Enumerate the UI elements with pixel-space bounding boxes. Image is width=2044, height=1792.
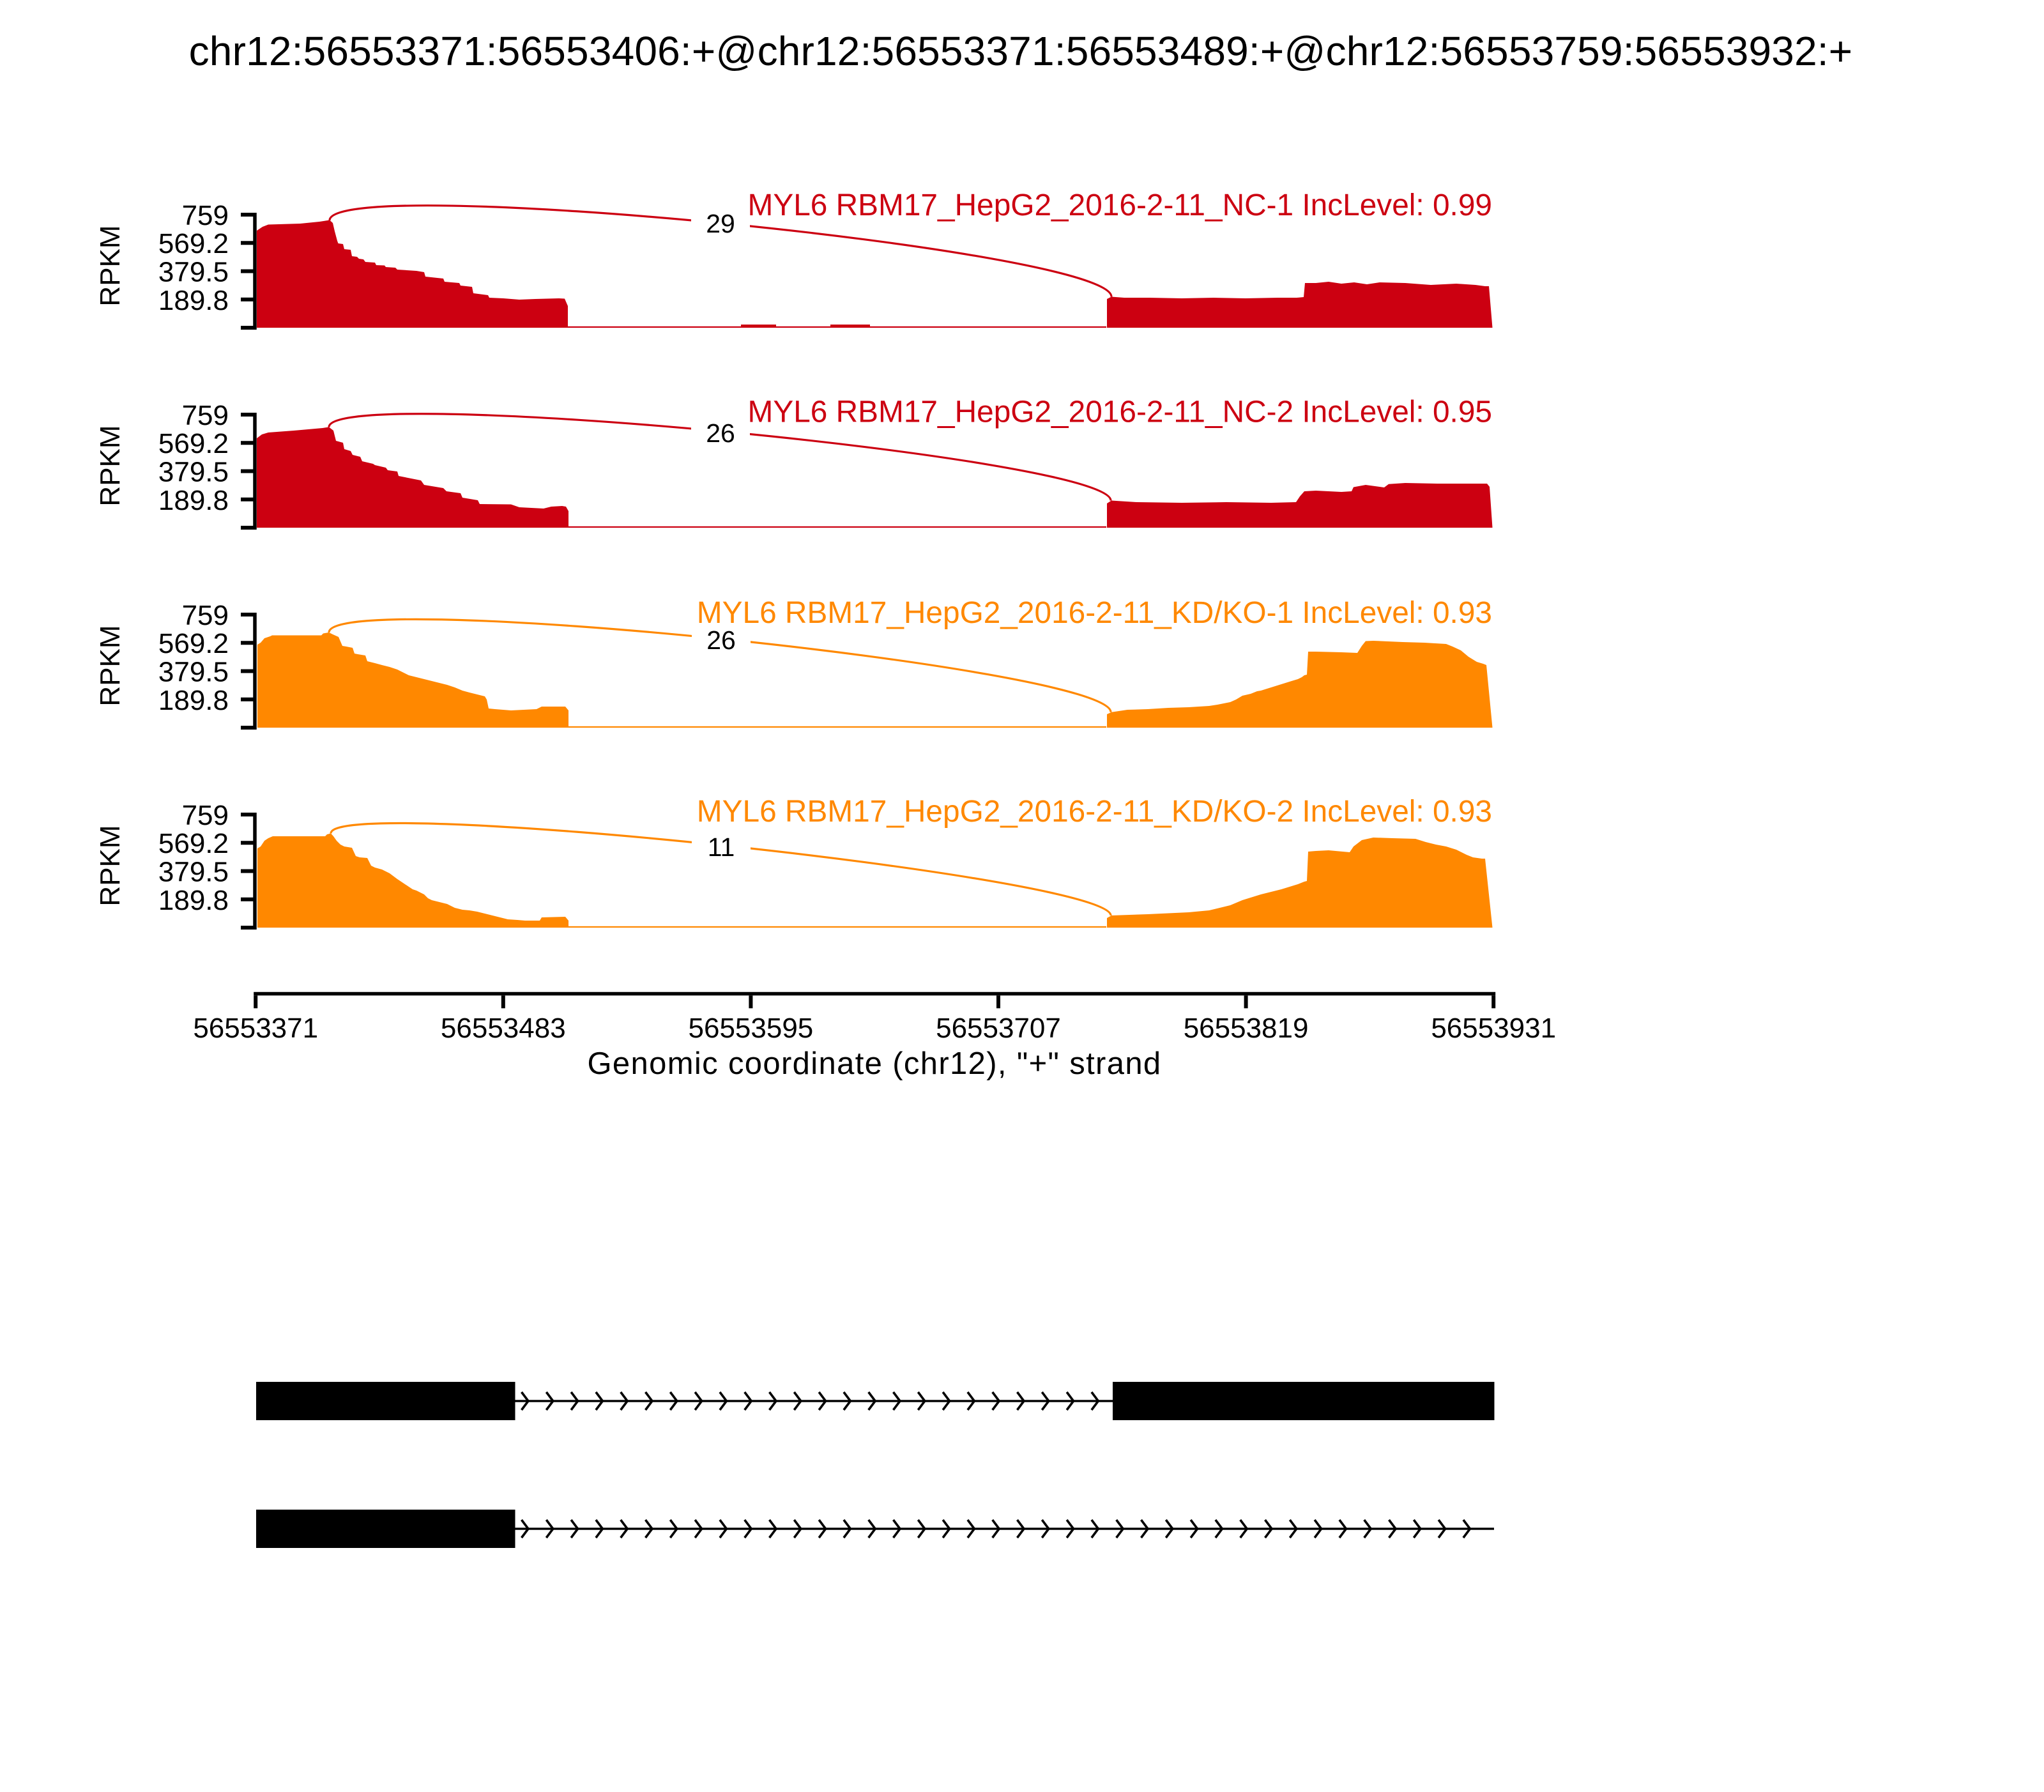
svg-text:26: 26 [706, 625, 736, 655]
svg-text:MYL6 RBM17_HepG2_2016-2-11_NC-: MYL6 RBM17_HepG2_2016-2-11_NC-2 IncLevel… [748, 395, 1493, 429]
svg-text:RPKM: RPKM [95, 625, 126, 706]
svg-text:189.8: 189.8 [158, 885, 229, 916]
svg-text:379.5: 379.5 [158, 657, 229, 688]
svg-text:189.8: 189.8 [158, 685, 229, 716]
svg-text:56553707: 56553707 [936, 1013, 1061, 1044]
svg-text:MYL6 RBM17_HepG2_2016-2-11_KD/: MYL6 RBM17_HepG2_2016-2-11_KD/KO-1 IncLe… [697, 596, 1492, 630]
svg-text:26: 26 [706, 418, 735, 448]
svg-text:379.5: 379.5 [158, 857, 229, 888]
svg-text:759: 759 [182, 200, 229, 231]
svg-text:189.8: 189.8 [158, 485, 229, 516]
svg-text:MYL6 RBM17_HepG2_2016-2-11_NC-: MYL6 RBM17_HepG2_2016-2-11_NC-1 IncLevel… [748, 188, 1493, 222]
svg-text:379.5: 379.5 [158, 257, 229, 288]
svg-text:379.5: 379.5 [158, 457, 229, 488]
svg-text:759: 759 [182, 400, 229, 431]
svg-text:569.2: 569.2 [158, 228, 229, 259]
svg-text:RPKM: RPKM [95, 825, 126, 906]
svg-text:Genomic coordinate (chr12), "+: Genomic coordinate (chr12), "+" strand [587, 1046, 1161, 1081]
svg-text:56553371: 56553371 [193, 1013, 318, 1044]
svg-text:56553819: 56553819 [1184, 1013, 1309, 1044]
svg-text:56553931: 56553931 [1431, 1013, 1556, 1044]
svg-text:569.2: 569.2 [158, 428, 229, 459]
svg-text:MYL6 RBM17_HepG2_2016-2-11_KD/: MYL6 RBM17_HepG2_2016-2-11_KD/KO-2 IncLe… [697, 795, 1492, 829]
svg-text:759: 759 [182, 800, 229, 831]
svg-text:chr12:56553371:56553406:+@chr1: chr12:56553371:56553406:+@chr12:56553371… [189, 28, 1853, 74]
svg-text:189.8: 189.8 [158, 285, 229, 316]
svg-text:11: 11 [708, 832, 735, 862]
svg-text:29: 29 [706, 209, 735, 238]
svg-text:569.2: 569.2 [158, 828, 229, 859]
svg-text:56553483: 56553483 [441, 1013, 566, 1044]
svg-text:RPKM: RPKM [95, 225, 126, 306]
svg-text:RPKM: RPKM [95, 425, 126, 506]
svg-text:759: 759 [182, 600, 229, 631]
svg-text:569.2: 569.2 [158, 628, 229, 659]
svg-text:56553595: 56553595 [689, 1013, 814, 1044]
